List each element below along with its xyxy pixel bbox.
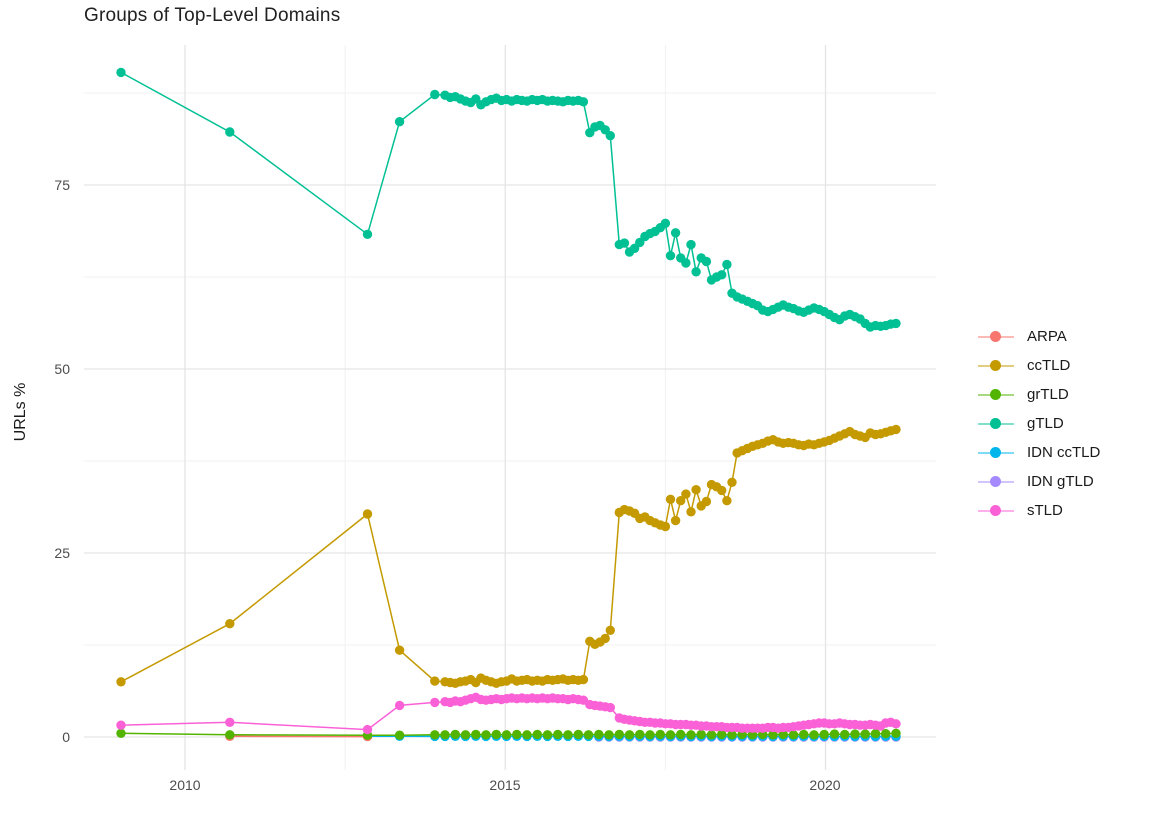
legend-label: IDN gTLD bbox=[1027, 473, 1094, 490]
y-tick-label-50: 50 bbox=[54, 361, 70, 377]
legend-item-cctld: ccTLD bbox=[978, 351, 1100, 380]
x-tick-label-2010: 2010 bbox=[169, 777, 201, 793]
legend-label: ARPA bbox=[1027, 328, 1067, 345]
legend-label: gTLD bbox=[1027, 415, 1064, 432]
legend-label: IDN ccTLD bbox=[1027, 444, 1101, 461]
legend-item-idn-cctld: IDN ccTLD bbox=[978, 438, 1100, 467]
chart-title: Groups of Top-Level Domains bbox=[84, 5, 341, 26]
legend-label: grTLD bbox=[1027, 386, 1069, 403]
legend-key-arpa-icon bbox=[978, 330, 1014, 344]
legend-key-idn-cctld-icon bbox=[978, 446, 1014, 460]
series-gtld bbox=[116, 67, 901, 332]
legend-item-grtld: grTLD bbox=[978, 380, 1100, 409]
x-tick-label-2020: 2020 bbox=[809, 777, 841, 793]
series-grtld bbox=[116, 728, 901, 740]
gridlines bbox=[84, 45, 936, 770]
x-tick-label-2015: 2015 bbox=[489, 777, 521, 793]
legend-key-grtld-icon bbox=[978, 388, 1014, 402]
series-cctld bbox=[116, 424, 901, 688]
legend-item-arpa: ARPA bbox=[978, 322, 1100, 351]
legend: ARPA ccTLD grTLD gTLD IDN ccTLD IDN gTLD… bbox=[978, 322, 1100, 525]
legend-key-gtld-icon bbox=[978, 417, 1014, 431]
y-tick-label-0: 0 bbox=[62, 729, 70, 745]
y-tick-label-75: 75 bbox=[54, 177, 70, 193]
y-tick-label-25: 25 bbox=[54, 545, 70, 561]
series-stld bbox=[116, 692, 901, 735]
legend-key-idn-gtld-icon bbox=[978, 475, 1014, 489]
legend-item-idn-gtld: IDN gTLD bbox=[978, 467, 1100, 496]
legend-label: ccTLD bbox=[1027, 357, 1071, 374]
legend-item-gtld: gTLD bbox=[978, 409, 1100, 438]
legend-key-stld-icon bbox=[978, 504, 1014, 518]
legend-label: sTLD bbox=[1027, 502, 1063, 519]
series-arpa bbox=[225, 731, 373, 742]
legend-item-stld: sTLD bbox=[978, 496, 1100, 525]
legend-key-cctld-icon bbox=[978, 359, 1014, 373]
